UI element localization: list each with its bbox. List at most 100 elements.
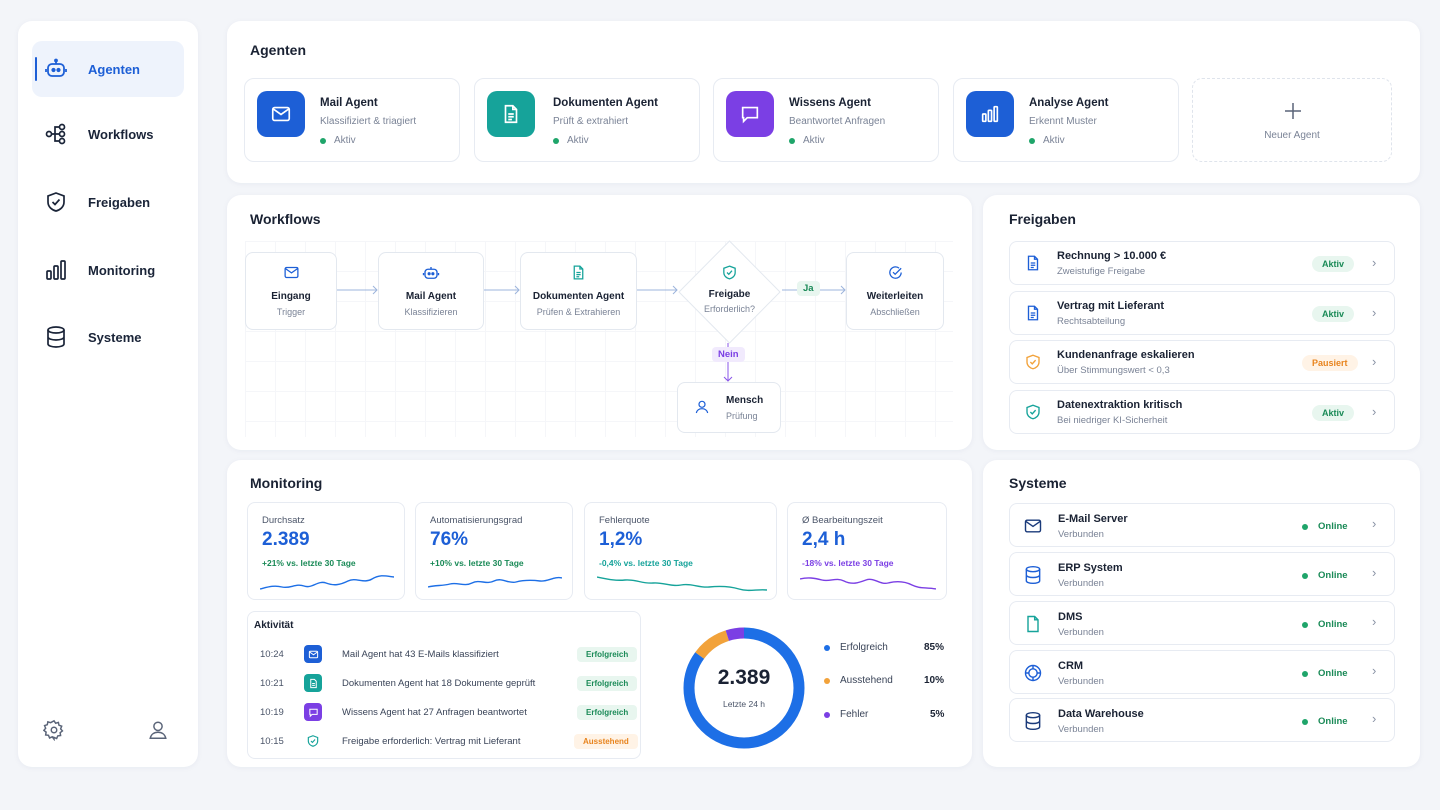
shield-check-icon [1024,403,1042,426]
agent-card-analyse[interactable]: Analyse Agent Erkennt Muster Aktiv [953,78,1179,162]
section-title: Systeme [1009,475,1067,491]
chevron-right-icon: › [1372,565,1377,580]
sidebar-item-freigaben[interactable]: Freigaben [32,174,184,230]
kpi-value: 1,2% [599,529,643,550]
status-badge: Pausiert [1302,355,1358,371]
workflow-node-eingang[interactable]: Eingang Trigger [245,252,337,330]
sidebar-item-monitoring[interactable]: Monitoring [32,242,184,298]
approval-item[interactable]: Rechnung > 10.000 € Zweistufige Freigabe… [1009,241,1395,285]
legend-swatch [824,677,830,684]
activity-row[interactable]: 10:19 Wissens Agent hat 27 Anfragen bean… [248,701,642,725]
system-sub: Verbunden [1058,724,1104,735]
legend-label: Fehler [840,709,869,720]
workflow-node-weiterleiten[interactable]: Weiterleiten Abschließen [846,252,944,330]
agent-card-wissens[interactable]: Wissens Agent Beantwortet Anfragen Aktiv [713,78,939,162]
system-status: Online [1302,570,1348,581]
workflow-node-mail-agent[interactable]: Mail Agent Klassifizieren [378,252,484,330]
user-icon[interactable] [147,719,169,741]
sparkline [800,577,936,590]
section-title: Workflows [250,211,321,227]
kpi-label: Durchsatz [262,515,305,526]
new-agent-button[interactable]: Neuer Agent [1192,78,1392,162]
system-name: DMS [1058,611,1083,623]
section-title: Freigaben [1009,211,1076,227]
status-badge: Aktiv [1312,405,1355,421]
status-badge: Aktiv [1312,256,1355,272]
kpi-card-durchsatz[interactable]: Durchsatz 2.389 +21% vs. letzte 30 Tage [247,502,405,600]
sidebar-item-label: Monitoring [88,262,156,278]
bar-chart-icon [44,258,68,282]
approval-title: Datenextraktion kritisch [1057,399,1183,411]
chat-icon [726,91,774,137]
node-sub: Erforderlich? [703,304,756,314]
activity-time: 10:15 [260,736,284,747]
agent-status: Aktiv [553,135,589,146]
node-title: Mensch [726,395,764,406]
system-name: CRM [1058,660,1084,672]
approval-item[interactable]: Vertrag mit Lieferant Rechtsabteilung Ak… [1009,291,1395,335]
kpi-card-fehlerquote[interactable]: Fehlerquote 1,2% -0,4% vs. letzte 30 Tag… [584,502,777,600]
section-title: Agenten [250,42,306,58]
chevron-right-icon: › [1372,404,1377,419]
activity-row[interactable]: 10:21 Dokumenten Agent hat 18 Dokumente … [248,672,642,696]
donut-caption: Letzte 24 h [722,699,766,709]
activity-text: Dokumenten Agent hat 18 Dokumente geprüf… [342,678,536,689]
shield-check-icon [304,732,322,750]
legend-item-ausstehend: Ausstehend [824,675,893,686]
branch-yes-label: Ja [797,281,820,296]
status-dot [1302,621,1308,628]
workflow-node-dokumenten-agent[interactable]: Dokumenten Agent Prüfen & Extrahieren [520,252,637,330]
shield-icon [1024,353,1042,376]
node-title: Mail Agent [405,291,457,302]
sparkline [428,576,562,588]
approvals-panel: Freigaben Rechnung > 10.000 € Zweistufig… [983,195,1420,450]
settings-icon[interactable] [42,719,65,742]
status-text: Aktiv [567,135,589,146]
legend-pct: 5% [930,709,945,720]
approval-sub: Bei niedriger KI-Sicherheit [1057,415,1168,426]
sidebar-item-agenten[interactable]: Agenten [32,41,184,97]
donut-value: 2.389 [717,666,771,689]
activity-row[interactable]: 10:24 Mail Agent hat 43 E-Mails klassifi… [248,643,642,667]
agent-name: Mail Agent [320,97,378,109]
system-item-erp[interactable]: ERP System Verbunden Online › [1009,552,1395,596]
database-icon [1023,711,1043,736]
status-text: Online [1318,570,1348,581]
mail-icon [1023,516,1043,541]
legend-swatch [824,711,830,718]
database-icon [1023,565,1043,590]
agent-card-dokumenten[interactable]: Dokumenten Agent Prüft & extrahiert Akti… [474,78,700,162]
workflow-decision-diamond [678,240,781,344]
new-agent-label: Neuer Agent [1264,130,1320,141]
sidebar-item-label: Agenten [88,61,140,77]
sidebar-item-systeme[interactable]: Systeme [32,309,184,365]
workflow-node-freigabe[interactable]: Freigabe Erforderlich? [677,254,782,330]
bar-chart-icon [966,91,1014,137]
workflow-icon [44,122,68,146]
document-icon [304,674,322,692]
activity-text: Mail Agent hat 43 E-Mails klassifiziert [342,649,499,660]
system-name: Data Warehouse [1058,708,1144,720]
approval-item[interactable]: Kundenanfrage eskalieren Über Stimmungsw… [1009,340,1395,384]
system-item-data-warehouse[interactable]: Data Warehouse Verbunden Online › [1009,698,1395,742]
kpi-card-bearbeitungszeit[interactable]: Ø Bearbeitungszeit 2,4 h -18% vs. letzte… [787,502,947,600]
workflow-node-mensch[interactable]: Mensch Prüfung [677,382,781,433]
document-icon [1024,304,1042,327]
kpi-card-automatisierungsgrad[interactable]: Automatisierungsgrad 76% +10% vs. letzte… [415,502,573,600]
system-item-crm[interactable]: CRM Verbunden Online › [1009,650,1395,694]
sidebar-item-workflows[interactable]: Workflows [32,106,184,162]
legend-item-fehler: Fehler [824,709,868,720]
activity-text: Freigabe erforderlich: Vertrag mit Liefe… [342,736,521,747]
agent-card-mail[interactable]: Mail Agent Klassifiziert & triagiert Akt… [244,78,460,162]
system-item-email-server[interactable]: E-Mail Server Verbunden Online › [1009,503,1395,547]
donut-chart [683,627,805,749]
system-item-dms[interactable]: DMS Verbunden Online › [1009,601,1395,645]
chevron-right-icon: › [1372,255,1377,270]
agent-desc: Prüft & extrahiert [553,116,629,127]
chevron-right-icon: › [1372,614,1377,629]
activity-row[interactable]: 10:15 Freigabe erforderlich: Vertrag mit… [248,730,642,754]
kpi-label: Ø Bearbeitungszeit [802,515,883,526]
approval-item[interactable]: Datenextraktion kritisch Bei niedriger K… [1009,390,1395,434]
legend-swatch [824,644,830,651]
sidebar: Agenten Workflows Freigaben Monitoring S… [18,21,198,767]
